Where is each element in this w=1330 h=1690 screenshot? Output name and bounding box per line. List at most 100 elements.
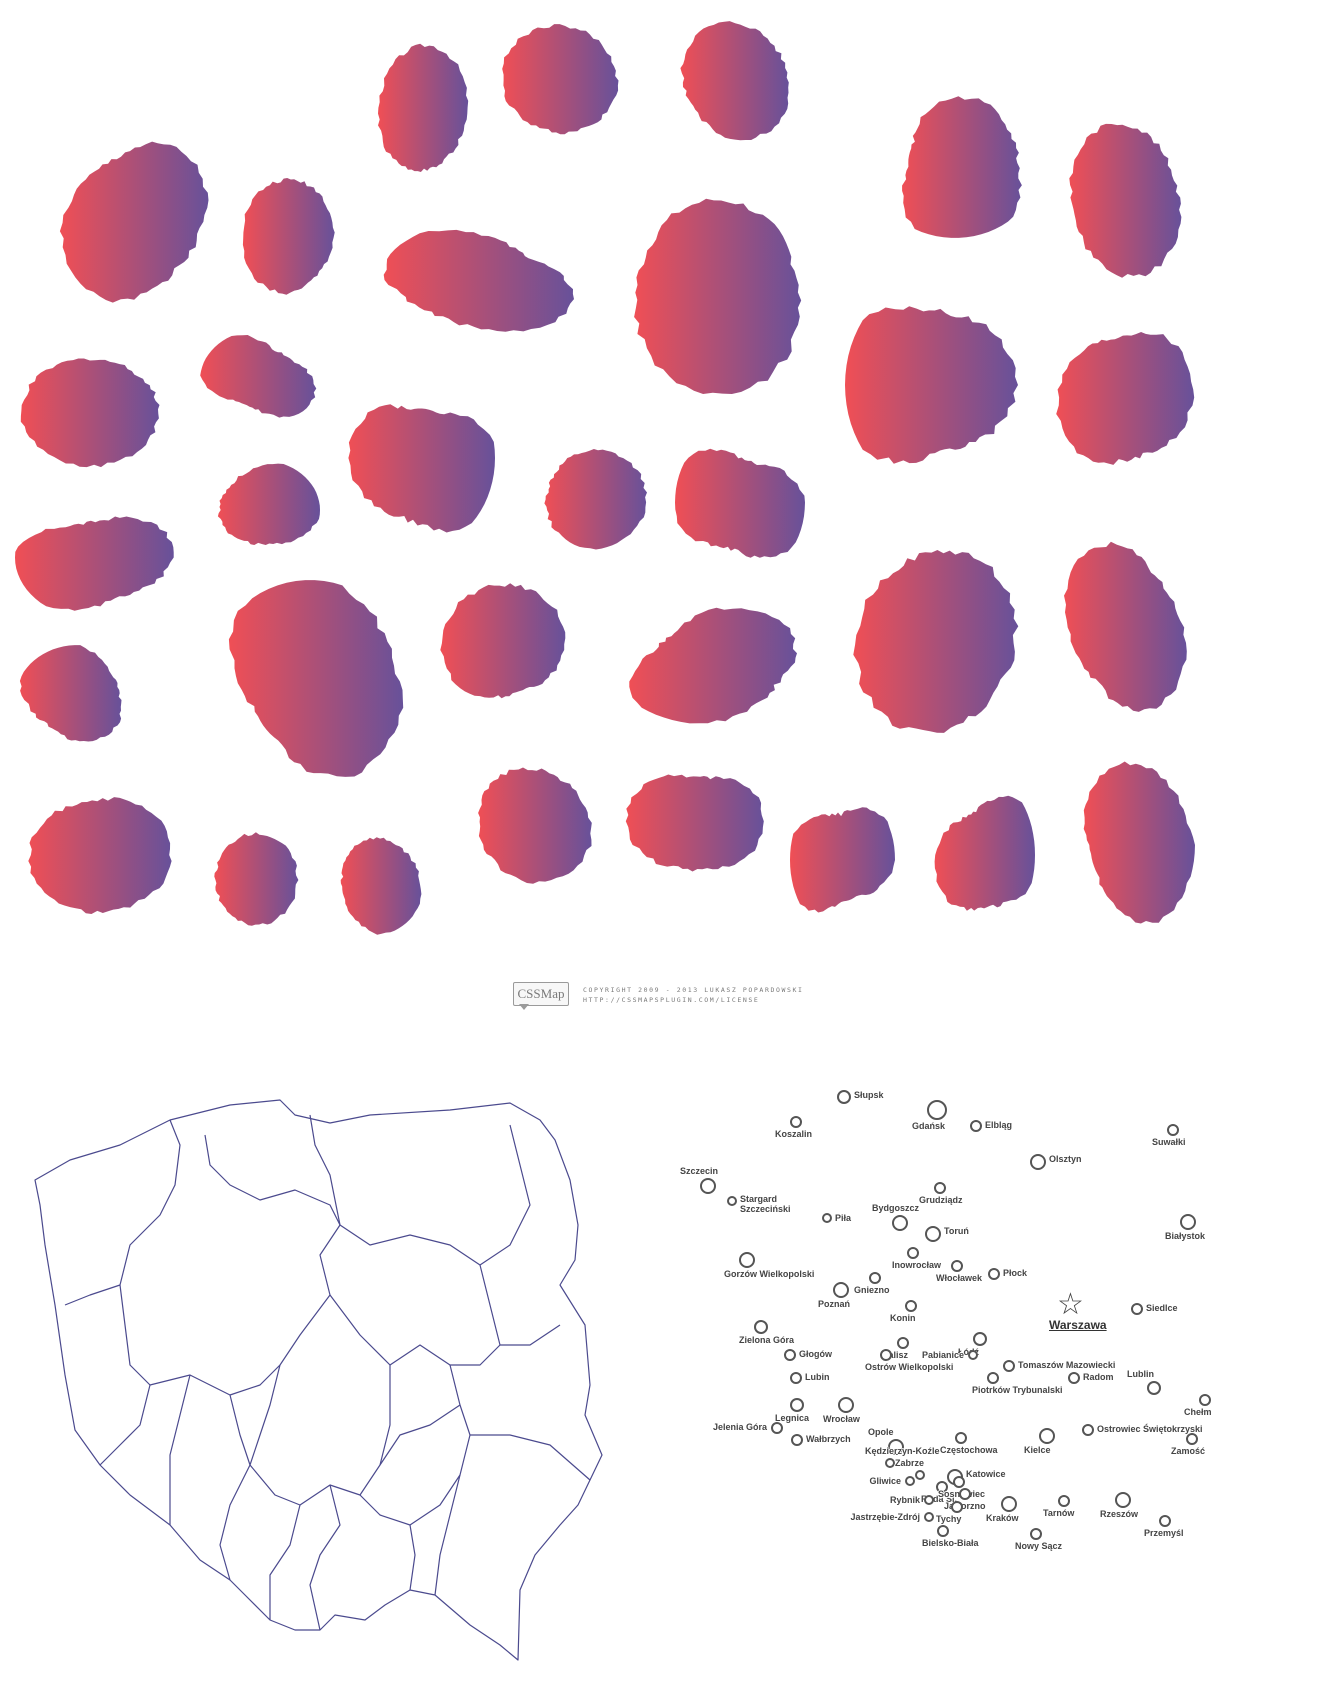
voivodeship-region-shape[interactable]	[502, 24, 619, 135]
city-dot-icon	[1115, 1492, 1131, 1508]
voivodeship-region-shape[interactable]	[348, 404, 495, 533]
voivodeship-region-shape[interactable]	[378, 43, 469, 172]
voivodeship-border	[309, 1484, 341, 1631]
license-link[interactable]: HTTP://CSSMAPSPLUGIN.COM/LICENSE	[583, 996, 760, 1004]
voivodeship-region-shape[interactable]	[242, 178, 335, 295]
voivodeship-region-shape[interactable]	[845, 306, 1018, 464]
city-dot-icon	[988, 1268, 1000, 1280]
copyright-credit: CSSMap COPYRIGHT 2009 - 2013 LUKASZ POPA…	[513, 982, 813, 1012]
city-label: Legnica	[775, 1413, 810, 1423]
city-label: Piła	[835, 1213, 852, 1223]
voivodeship-region-shape[interactable]	[934, 795, 1035, 911]
voivodeship-region-shape[interactable]	[1056, 332, 1195, 465]
voivodeship-border	[309, 1114, 531, 1266]
city-dot-icon	[959, 1488, 971, 1500]
city-label: Głogów	[799, 1349, 832, 1359]
voivodeship-region-shape[interactable]	[383, 229, 574, 332]
city-dot-icon	[924, 1495, 934, 1505]
city-dot-icon	[880, 1349, 892, 1361]
voivodeship-region-shape[interactable]	[853, 550, 1019, 733]
city-label: Elbląg	[985, 1120, 1013, 1130]
city-label: Grudziądz	[919, 1195, 963, 1205]
city-label: Tychy	[936, 1514, 962, 1524]
city-label: Jelenia Góra	[712, 1422, 767, 1432]
city-dot-icon	[1082, 1424, 1094, 1436]
voivodeship-region-shape[interactable]	[629, 607, 797, 724]
city-dot-icon	[837, 1090, 851, 1104]
city-dot-icon	[951, 1260, 963, 1272]
city-dot-icon	[987, 1372, 999, 1384]
city-dot-icon	[771, 1422, 783, 1434]
city-dot-icon	[915, 1470, 925, 1480]
voivodeship-region-shape[interactable]	[675, 448, 805, 558]
voivodeship-region-shape[interactable]	[634, 198, 802, 394]
city-label: Wałbrzych	[806, 1434, 851, 1444]
voivodeship-region-shape[interactable]	[228, 580, 404, 777]
voivodeship-region-shape[interactable]	[625, 774, 764, 872]
voivodeship-region-shape[interactable]	[28, 797, 172, 914]
voivodeship-region-shape[interactable]	[59, 141, 209, 303]
cssmap-logo[interactable]: CSSMap	[513, 982, 569, 1006]
voivodeship-region-shape[interactable]	[1064, 541, 1187, 712]
city-dot-icon	[885, 1458, 895, 1468]
city-dot-icon	[936, 1481, 948, 1493]
voivodeship-border	[219, 1394, 251, 1581]
city-label: Jastrzębie-Zdrój	[850, 1512, 920, 1522]
city-label: Lubin	[805, 1372, 830, 1382]
voivodeship-region-shape[interactable]	[790, 807, 895, 913]
city-dot-icon	[1030, 1528, 1042, 1540]
city-label: Kędzierzyn-Koźle	[865, 1446, 940, 1456]
country-border	[34, 1099, 603, 1661]
voivodeship-region-shape[interactable]	[20, 358, 160, 468]
copyright-text: COPYRIGHT 2009 - 2013 LUKASZ POPARDOWSKI	[583, 986, 804, 994]
city-dot-icon	[700, 1178, 716, 1194]
city-dot-icon	[1131, 1303, 1143, 1315]
voivodeship-border	[269, 1504, 301, 1620]
city-label: Poznań	[818, 1299, 851, 1309]
city-label: Inowrocław	[892, 1260, 942, 1270]
city-label: Włocławek	[936, 1273, 983, 1283]
city-dot-icon	[897, 1337, 909, 1349]
city-label: Przemyśl	[1144, 1528, 1184, 1538]
voivodeship-region-shape[interactable]	[680, 21, 789, 141]
voivodeship-region-shape[interactable]	[902, 96, 1022, 238]
city-dot-icon	[934, 1182, 946, 1194]
voivodeship-border	[64, 1284, 121, 1306]
city-dot-icon	[784, 1349, 796, 1361]
city-label: Szczecin	[680, 1166, 719, 1176]
city-dot-icon	[924, 1512, 934, 1522]
city-dot-icon	[907, 1247, 919, 1259]
city-label: Radom	[1083, 1372, 1114, 1382]
city-label: Wrocław	[823, 1414, 860, 1424]
city-dot-icon	[838, 1397, 854, 1413]
voivodeship-region-shape[interactable]	[544, 449, 647, 550]
voivodeship-region-shape[interactable]	[340, 837, 422, 935]
voivodeship-region-shape[interactable]	[440, 583, 566, 699]
city-dot-icon	[1180, 1214, 1196, 1230]
city-dot-icon	[1003, 1360, 1015, 1372]
city-label: Bydgoszcz	[872, 1203, 920, 1213]
city-label: Olsztyn	[1049, 1154, 1082, 1164]
voivodeship-region-shape[interactable]	[19, 645, 122, 742]
city-dot-icon	[937, 1525, 949, 1537]
city-label: Białystok	[1165, 1231, 1206, 1241]
voivodeship-region-shape[interactable]	[1083, 761, 1195, 924]
voivodeship-region-shape[interactable]	[200, 335, 317, 418]
voivodeship-region-shape[interactable]	[214, 832, 299, 926]
city-dot-icon	[970, 1120, 982, 1132]
city-label: Ostrów Wielkopolski	[865, 1362, 954, 1372]
city-label: Toruń	[944, 1226, 969, 1236]
city-dot-icon	[925, 1226, 941, 1242]
city-dot-icon	[790, 1116, 802, 1128]
city-label: Kalisz	[882, 1350, 909, 1360]
city-dot-icon	[1030, 1154, 1046, 1170]
voivodeship-region-shape[interactable]	[1069, 123, 1182, 278]
city-label: Pabianice	[921, 1350, 964, 1360]
voivodeship-region-shape[interactable]	[15, 516, 174, 611]
voivodeship-region-shape[interactable]	[478, 767, 592, 884]
city-label: Zamość	[1171, 1446, 1206, 1456]
voivodeship-region-shape[interactable]	[217, 463, 320, 545]
city-dot-icon	[905, 1476, 915, 1486]
city-dot-icon	[905, 1300, 917, 1312]
city-label: Tarnów	[1043, 1508, 1075, 1518]
